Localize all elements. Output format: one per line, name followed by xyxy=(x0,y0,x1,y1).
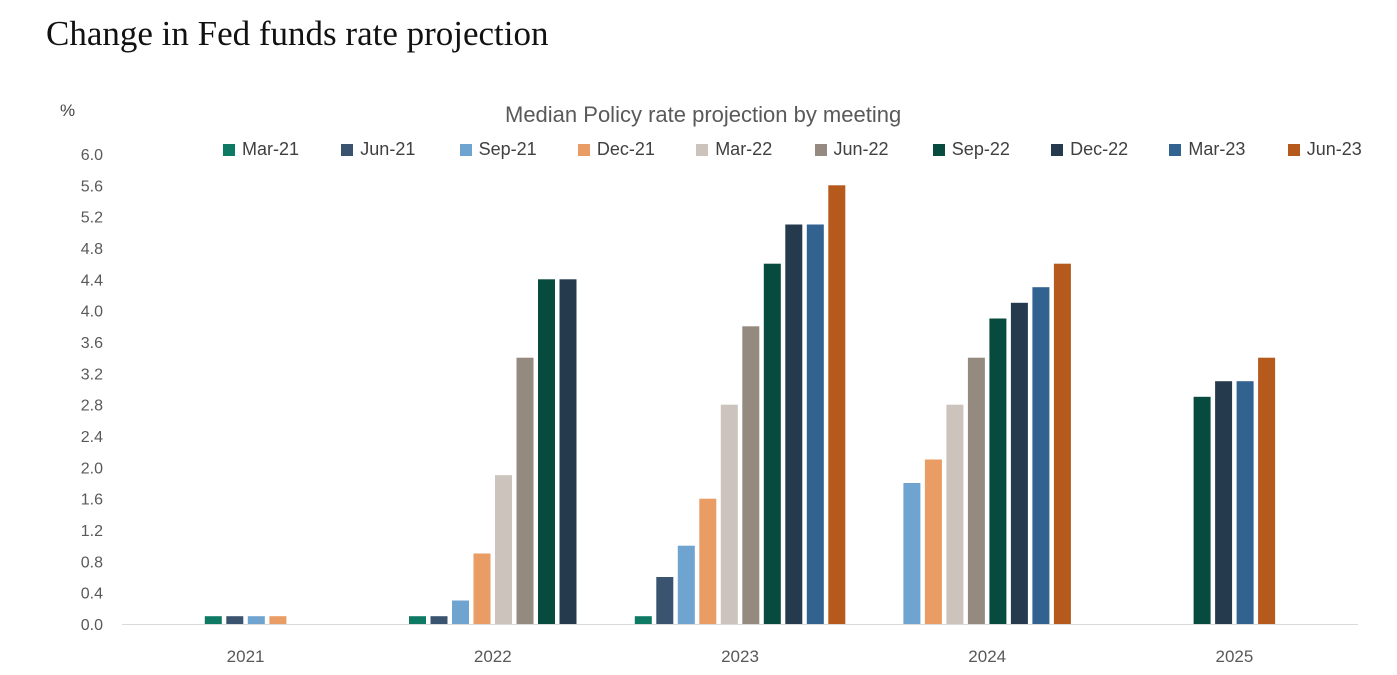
legend-swatch xyxy=(1287,143,1300,156)
y-tick-label: 0.0 xyxy=(81,617,103,634)
legend-item: Jun-22 xyxy=(814,139,889,160)
bar-mar-21-2022 xyxy=(409,616,426,624)
bar-dec-22-2025 xyxy=(1215,381,1233,624)
x-tick-label: 2023 xyxy=(721,647,759,666)
y-tick-label: 1.6 xyxy=(81,492,103,509)
bar-jun-21-2023 xyxy=(656,577,674,624)
bar-sep-22-2023 xyxy=(763,263,781,624)
legend-item: Jun-21 xyxy=(341,139,415,160)
x-tick-label: 2022 xyxy=(474,647,512,666)
bar-sep-21-2022 xyxy=(452,600,469,624)
bar-mar-22-2022 xyxy=(495,475,512,624)
y-tick-label: 0.8 xyxy=(81,554,103,571)
legend-label: Mar-22 xyxy=(715,139,773,159)
legend-label: Jun-23 xyxy=(1306,139,1362,159)
bar-dec-22-2022 xyxy=(559,279,577,624)
bar-jun-21-2021 xyxy=(226,616,244,624)
page-title: Change in Fed funds rate projection xyxy=(46,14,549,53)
x-tick-label: 2024 xyxy=(968,647,1006,666)
y-tick-label: 2.0 xyxy=(81,460,103,477)
y-tick-label: 5.6 xyxy=(81,178,103,195)
y-tick-label: 2.8 xyxy=(81,398,103,415)
bar-jun-23-2023 xyxy=(828,185,846,625)
y-tick-label: 3.6 xyxy=(81,335,103,352)
legend-swatch xyxy=(932,143,945,156)
legend-label: Dec-22 xyxy=(1070,139,1129,159)
y-tick-label: 1.2 xyxy=(81,523,103,540)
bar-jun-23-2025 xyxy=(1258,357,1276,624)
bar-sep-22-2025 xyxy=(1193,396,1211,624)
bar-mar-22-2024 xyxy=(946,404,964,624)
legend-label: Sep-21 xyxy=(478,139,537,159)
legend-swatch xyxy=(696,143,709,156)
legend-label: Mar-23 xyxy=(1188,139,1246,159)
legend-item: Dec-22 xyxy=(1051,139,1128,160)
bar-dec-21-2022 xyxy=(473,553,491,624)
legend-item: Sep-22 xyxy=(932,139,1010,160)
bar-dec-21-2023 xyxy=(699,498,717,624)
legend-item: Jun-23 xyxy=(1287,139,1362,160)
bar-sep-21-2023 xyxy=(677,545,695,624)
y-tick-label: 3.2 xyxy=(81,366,103,383)
y-axis-ticks: 0.0 0.4 0.8 1.2 1.6 2.0 2.4 2.8 3.2 3.6 4.0 4.4 4.8 5… xyxy=(81,147,103,634)
bar-mar-21-2021 xyxy=(204,616,222,624)
bar-dec-21-2021 xyxy=(269,616,287,624)
x-axis-ticks: 2021 2022 2023 2024 2025 xyxy=(227,647,1254,666)
bar-sep-21-2024 xyxy=(903,483,921,624)
y-axis-unit-label: % xyxy=(60,101,76,120)
bar-mar-23-2023 xyxy=(806,224,824,624)
bar-jun-22-2022 xyxy=(516,357,534,624)
y-tick-label: 4.4 xyxy=(81,272,103,289)
legend-label: Jun-21 xyxy=(360,139,416,159)
legend-item: Dec-21 xyxy=(577,139,655,160)
y-tick-label: 0.4 xyxy=(81,586,103,603)
legend-swatch xyxy=(223,143,235,156)
bars xyxy=(204,185,1276,625)
bar-jun-22-2023 xyxy=(742,326,760,624)
y-tick-label: 2.4 xyxy=(81,429,103,446)
bar-dec-22-2024 xyxy=(1010,302,1028,624)
legend-label: Mar-21 xyxy=(242,139,300,159)
bar-mar-22-2023 xyxy=(720,404,738,624)
x-tick-label: 2021 xyxy=(227,647,265,666)
legend-label: Dec-21 xyxy=(596,139,655,159)
bar-jun-23-2024 xyxy=(1053,263,1071,624)
legend-swatch xyxy=(1051,143,1064,156)
legend-swatch xyxy=(459,143,472,156)
legend-item: Mar-21 xyxy=(223,139,299,160)
legend-swatch xyxy=(577,143,590,156)
chart-title: Median Policy rate projection by meeting xyxy=(505,102,902,127)
bar-mar-23-2024 xyxy=(1032,287,1050,624)
bar-sep-22-2022 xyxy=(538,279,555,624)
legend-label: Jun-22 xyxy=(833,139,889,159)
bar-jun-22-2024 xyxy=(967,357,985,624)
legend-label: Sep-22 xyxy=(951,139,1010,159)
bar-sep-22-2024 xyxy=(989,318,1007,624)
bar-mar-21-2023 xyxy=(634,616,652,624)
legend-swatch xyxy=(1169,143,1182,156)
bar-mar-23-2025 xyxy=(1236,381,1254,624)
legend-swatch xyxy=(341,143,354,156)
legend-item: Sep-21 xyxy=(459,139,537,160)
legend-item: Mar-22 xyxy=(696,139,772,160)
bar-sep-21-2021 xyxy=(247,616,265,624)
y-tick-label: 6.0 xyxy=(81,147,103,164)
x-tick-label: 2025 xyxy=(1215,647,1253,666)
legend-swatch xyxy=(814,143,827,156)
bar-jun-21-2022 xyxy=(430,616,448,624)
y-tick-label: 5.2 xyxy=(81,210,103,227)
y-tick-label: 4.0 xyxy=(81,304,103,321)
legend-item: Mar-23 xyxy=(1169,139,1245,160)
bar-dec-21-2024 xyxy=(924,459,942,624)
bar-dec-22-2023 xyxy=(785,224,803,624)
y-tick-label: 4.8 xyxy=(81,241,103,258)
